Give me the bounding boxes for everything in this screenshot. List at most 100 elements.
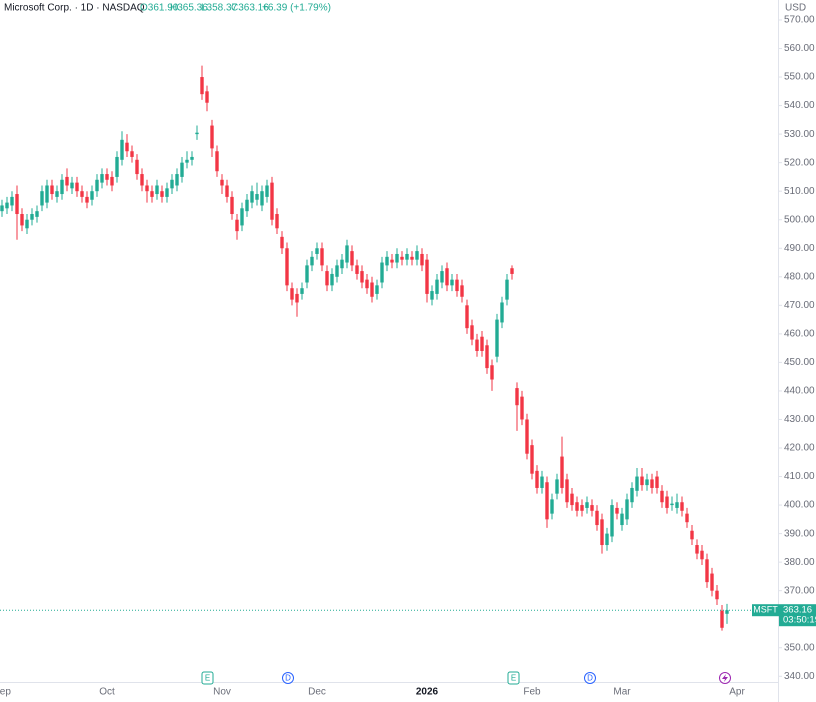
candle-body — [425, 259, 429, 294]
candle-body — [230, 196, 234, 215]
candle-body — [700, 550, 704, 560]
y-tick-label: 480.00 — [784, 271, 815, 282]
candle-body — [95, 179, 99, 192]
candle-body — [40, 191, 44, 206]
y-tick-label: 560.00 — [784, 43, 815, 54]
x-tick-label: Oct — [99, 687, 115, 698]
x-tick-label: 2026 — [416, 687, 439, 698]
candle-body — [250, 191, 254, 203]
candle-body — [495, 319, 499, 357]
close-value: C363.16 — [231, 3, 269, 14]
candle-body — [580, 505, 584, 511]
candle-body — [150, 191, 154, 197]
candle-body — [185, 159, 189, 163]
candle-body — [340, 259, 344, 269]
candle-body — [115, 156, 119, 177]
candle-body — [450, 279, 454, 286]
candle-body — [140, 174, 144, 186]
y-tick-label: 470.00 — [784, 300, 815, 311]
candle-body — [240, 208, 244, 226]
candle-body — [175, 174, 179, 186]
y-tick-label: 570.00 — [784, 15, 815, 26]
candle-body — [315, 248, 319, 254]
candle-body — [575, 502, 579, 511]
candle-body — [65, 176, 69, 186]
candle-body — [635, 476, 639, 491]
candle-body — [320, 248, 324, 266]
event-label: E — [205, 674, 210, 683]
x-tick-label: Mar — [613, 687, 631, 698]
candle-body — [400, 256, 404, 260]
y-tick-label: 410.00 — [784, 471, 815, 482]
candle-body — [610, 505, 614, 537]
candle-body — [430, 291, 434, 300]
candle-body — [180, 162, 184, 177]
event-label: D — [587, 674, 593, 683]
candle-body — [600, 519, 604, 546]
dividend-marker[interactable] — [584, 672, 596, 684]
candle-body — [525, 419, 529, 454]
candle-body — [555, 479, 559, 494]
candle-body — [465, 305, 469, 329]
candle-body — [210, 125, 214, 149]
candle-body — [280, 236, 284, 249]
y-tick-label: 420.00 — [784, 443, 815, 454]
price-tag-symbol-bg — [752, 604, 779, 617]
x-tick-label: Apr — [729, 687, 745, 698]
x-tick-label: Feb — [523, 687, 541, 698]
candle-body — [255, 194, 259, 200]
x-tick-label: Nov — [213, 687, 231, 698]
high-value: H365.36 — [170, 3, 208, 14]
candle-body — [85, 196, 89, 203]
candle-body — [170, 179, 174, 189]
candle-body — [570, 493, 574, 506]
candle-body — [365, 279, 369, 289]
y-tick-label: 380.00 — [784, 557, 815, 568]
earnings-marker[interactable] — [507, 671, 520, 685]
candle-body — [420, 253, 424, 266]
dividend-marker[interactable] — [282, 672, 294, 684]
event-markers: E D E D — [201, 671, 731, 685]
candle-body — [560, 456, 564, 488]
candle-body — [215, 151, 219, 172]
y-tick-label: 370.00 — [784, 585, 815, 596]
candle-body — [75, 182, 79, 192]
candle-body — [375, 285, 379, 294]
candle-body — [25, 219, 29, 229]
candle-body — [110, 176, 114, 186]
candle-body — [675, 502, 679, 508]
candle-body — [100, 174, 104, 183]
y-tick-label: 460.00 — [784, 329, 815, 340]
y-tick-label: 390.00 — [784, 528, 815, 539]
x-tick-label: Dec — [308, 687, 326, 698]
y-tick-label: 540.00 — [784, 100, 815, 111]
candle-body — [540, 476, 544, 488]
candle-body — [300, 288, 304, 294]
candle-body — [10, 196, 14, 206]
candle-body — [500, 302, 504, 323]
candle-body — [650, 479, 654, 488]
candle-body — [260, 191, 264, 206]
candle-body — [50, 185, 54, 195]
earnings-marker[interactable] — [201, 671, 214, 685]
y-tick-label: 450.00 — [784, 357, 815, 368]
candle-body — [325, 271, 329, 286]
candle-body — [345, 245, 349, 263]
candle-body — [390, 259, 394, 263]
candle-body — [370, 282, 374, 297]
candle-body — [530, 445, 534, 474]
open-value: O361.90 — [140, 3, 179, 14]
candle-body — [235, 219, 239, 232]
candle-body — [0, 205, 4, 212]
candle-body — [200, 77, 204, 95]
candle-body — [350, 251, 354, 266]
candle-body — [120, 139, 124, 160]
candle-body — [670, 503, 674, 506]
candle-body — [435, 279, 439, 294]
candles — [0, 65, 729, 631]
candle-body — [490, 365, 494, 380]
candle-body — [165, 188, 169, 197]
candle-body — [45, 185, 49, 203]
candle-body — [550, 499, 554, 514]
y-tick-label: 340.00 — [784, 671, 815, 682]
